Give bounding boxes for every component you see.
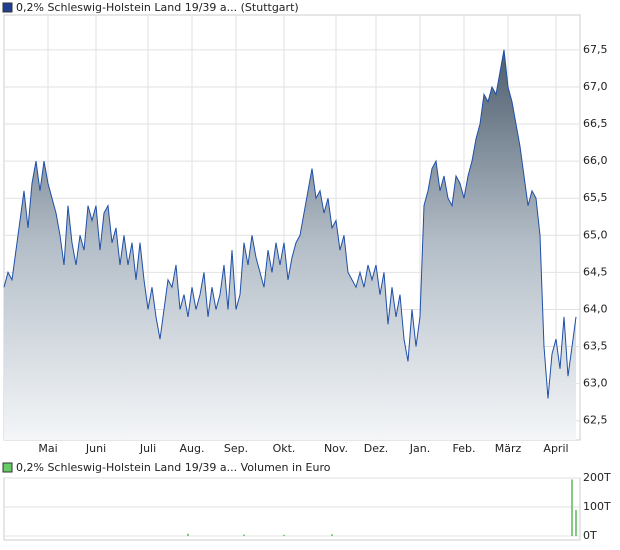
y-tick-label: 67,0 — [583, 80, 608, 93]
y-tick-label: 66,5 — [583, 117, 608, 130]
volume-bar — [243, 534, 245, 536]
y-tick-label: 65,5 — [583, 191, 608, 204]
x-tick-label: Feb. — [453, 442, 476, 455]
volume-bar — [283, 534, 285, 536]
x-tick-label: Jan. — [409, 442, 430, 455]
x-tick-label: Nov. — [324, 442, 348, 455]
x-tick-label: Okt. — [273, 442, 296, 455]
x-tick-label: Juni — [85, 442, 106, 455]
y-tick-label: 0T — [583, 529, 597, 542]
legend-swatch — [2, 462, 13, 473]
y-tick-label: 66,0 — [583, 154, 608, 167]
y-tick-label: 67,5 — [583, 43, 608, 56]
legend-label: 0,2% Schleswig-Holstein Land 19/39 a... … — [16, 1, 299, 14]
legend-swatch — [2, 2, 13, 13]
y-tick-label: 62,5 — [583, 414, 608, 427]
legend-label: 0,2% Schleswig-Holstein Land 19/39 a... … — [16, 461, 331, 474]
x-tick-label: März — [495, 442, 522, 455]
x-tick-label: Dez. — [364, 442, 389, 455]
x-tick-label: Sep. — [224, 442, 248, 455]
y-tick-label: 64,5 — [583, 265, 608, 278]
volume-bar — [575, 509, 577, 536]
volume-bar — [331, 534, 333, 536]
y-tick-label: 65,0 — [583, 228, 608, 241]
y-tick-label: 64,0 — [583, 302, 608, 315]
y-tick-label: 63,0 — [583, 377, 608, 390]
volume-bar — [571, 479, 573, 536]
volume-frame — [3, 477, 581, 541]
x-tick-label: Mai — [38, 442, 57, 455]
y-tick-label: 63,5 — [583, 340, 608, 353]
x-tick-label: Juli — [139, 442, 156, 455]
price-line — [3, 49, 577, 399]
area — [4, 49, 576, 440]
x-tick-label: April — [543, 442, 568, 455]
x-tick-label: Aug. — [180, 442, 205, 455]
y-tick-label: 200T — [583, 471, 611, 484]
volume-bar — [187, 533, 189, 536]
y-tick-label: 100T — [583, 500, 611, 513]
